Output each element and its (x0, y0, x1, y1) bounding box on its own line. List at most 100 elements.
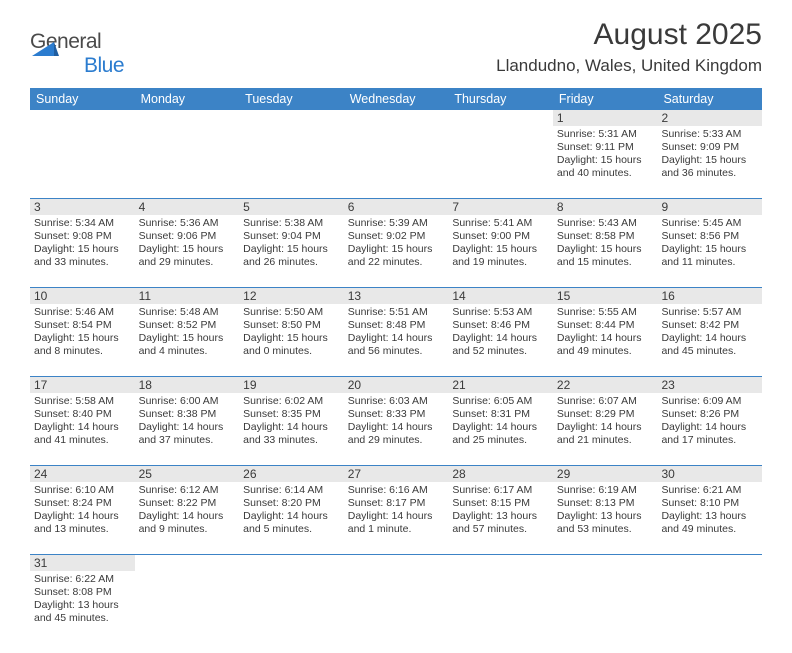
day-number (135, 555, 240, 571)
day-cell: Sunrise: 5:43 AMSunset: 8:58 PMDaylight:… (553, 215, 658, 287)
day-cell: Sunrise: 6:07 AMSunset: 8:29 PMDaylight:… (553, 393, 658, 465)
day-cell: Sunrise: 6:09 AMSunset: 8:26 PMDaylight:… (657, 393, 762, 465)
cell-line: Daylight: 14 hours (452, 332, 549, 345)
cell-line: Sunrise: 6:19 AM (557, 484, 654, 497)
logo: General Blue (30, 30, 124, 78)
day-number: 10 (30, 288, 135, 304)
daynum-row: 24252627282930 (30, 466, 762, 482)
day-cell: Sunrise: 5:45 AMSunset: 8:56 PMDaylight:… (657, 215, 762, 287)
cell-line: and 4 minutes. (139, 345, 236, 358)
cell-line: and 11 minutes. (661, 256, 758, 269)
day-cell: Sunrise: 6:05 AMSunset: 8:31 PMDaylight:… (448, 393, 553, 465)
cell-line: Sunset: 8:08 PM (34, 586, 131, 599)
cell-line: Sunset: 8:17 PM (348, 497, 445, 510)
cell-line: Sunset: 9:02 PM (348, 230, 445, 243)
day-number: 28 (448, 466, 553, 482)
day-cell: Sunrise: 6:03 AMSunset: 8:33 PMDaylight:… (344, 393, 449, 465)
day-cell: Sunrise: 5:51 AMSunset: 8:48 PMDaylight:… (344, 304, 449, 376)
cell-line: Sunrise: 5:57 AM (661, 306, 758, 319)
cell-line: Sunset: 8:42 PM (661, 319, 758, 332)
cell-line: Sunset: 8:13 PM (557, 497, 654, 510)
cell-line: Sunrise: 6:21 AM (661, 484, 758, 497)
cell-line: and 41 minutes. (34, 434, 131, 447)
day-cell (344, 126, 449, 198)
day-number: 15 (553, 288, 658, 304)
day-number: 4 (135, 199, 240, 215)
day-cell (30, 126, 135, 198)
cell-line: Daylight: 14 hours (661, 421, 758, 434)
day-number: 2 (657, 110, 762, 126)
day-number: 12 (239, 288, 344, 304)
day-cell: Sunrise: 6:21 AMSunset: 8:10 PMDaylight:… (657, 482, 762, 554)
cell-line: and 15 minutes. (557, 256, 654, 269)
day-number: 1 (553, 110, 658, 126)
cell-line: Sunrise: 5:58 AM (34, 395, 131, 408)
day-cell: Sunrise: 6:22 AMSunset: 8:08 PMDaylight:… (30, 571, 135, 643)
cell-line: and 56 minutes. (348, 345, 445, 358)
cell-line: Daylight: 13 hours (452, 510, 549, 523)
cell-line: and 52 minutes. (452, 345, 549, 358)
cell-line: Sunrise: 5:33 AM (661, 128, 758, 141)
day-number (135, 110, 240, 126)
day-cell: Sunrise: 5:38 AMSunset: 9:04 PMDaylight:… (239, 215, 344, 287)
day-number: 30 (657, 466, 762, 482)
day-number: 25 (135, 466, 240, 482)
cell-line: Sunset: 8:58 PM (557, 230, 654, 243)
cell-line: Daylight: 15 hours (452, 243, 549, 256)
cell-line: and 57 minutes. (452, 523, 549, 536)
cell-line: Daylight: 15 hours (557, 154, 654, 167)
day-header-row: Sunday Monday Tuesday Wednesday Thursday… (30, 88, 762, 110)
day-cell: Sunrise: 5:36 AMSunset: 9:06 PMDaylight:… (135, 215, 240, 287)
day-number (344, 555, 449, 571)
cell-line: Sunset: 8:20 PM (243, 497, 340, 510)
day-cell: Sunrise: 5:50 AMSunset: 8:50 PMDaylight:… (239, 304, 344, 376)
day-number: 13 (344, 288, 449, 304)
dayhead-mon: Monday (135, 88, 240, 110)
cell-line: Sunrise: 6:10 AM (34, 484, 131, 497)
cell-line: and 29 minutes. (348, 434, 445, 447)
cell-line: Sunrise: 5:36 AM (139, 217, 236, 230)
cell-line: Daylight: 14 hours (348, 421, 445, 434)
day-cell (135, 126, 240, 198)
day-number: 14 (448, 288, 553, 304)
cell-line: Daylight: 14 hours (139, 510, 236, 523)
day-cell (448, 571, 553, 643)
cell-line: Sunrise: 6:17 AM (452, 484, 549, 497)
header-row: General Blue August 2025 Llandudno, Wale… (30, 18, 762, 78)
cell-line: and 33 minutes. (34, 256, 131, 269)
cell-line: Sunset: 8:44 PM (557, 319, 654, 332)
day-number: 21 (448, 377, 553, 393)
dayhead-tue: Tuesday (239, 88, 344, 110)
cell-line: Sunset: 8:54 PM (34, 319, 131, 332)
cell-line: Sunset: 8:15 PM (452, 497, 549, 510)
day-cell: Sunrise: 5:53 AMSunset: 8:46 PMDaylight:… (448, 304, 553, 376)
dayhead-wed: Wednesday (344, 88, 449, 110)
day-number: 6 (344, 199, 449, 215)
cell-line: and 36 minutes. (661, 167, 758, 180)
day-cell (239, 126, 344, 198)
cell-line: Sunset: 9:11 PM (557, 141, 654, 154)
cell-line: and 45 minutes. (661, 345, 758, 358)
day-cell: Sunrise: 5:48 AMSunset: 8:52 PMDaylight:… (135, 304, 240, 376)
cell-line: Daylight: 14 hours (557, 421, 654, 434)
cell-line: Daylight: 13 hours (34, 599, 131, 612)
day-cell: Sunrise: 6:02 AMSunset: 8:35 PMDaylight:… (239, 393, 344, 465)
cell-line: Daylight: 15 hours (243, 332, 340, 345)
cell-line: and 33 minutes. (243, 434, 340, 447)
cell-line: Daylight: 15 hours (139, 332, 236, 345)
cell-line: Daylight: 15 hours (34, 243, 131, 256)
day-number (448, 555, 553, 571)
week-row: Sunrise: 5:58 AMSunset: 8:40 PMDaylight:… (30, 393, 762, 466)
cell-line: Sunrise: 5:46 AM (34, 306, 131, 319)
cell-line: Sunset: 9:06 PM (139, 230, 236, 243)
day-cell: Sunrise: 5:57 AMSunset: 8:42 PMDaylight:… (657, 304, 762, 376)
day-cell (239, 571, 344, 643)
day-cell (135, 571, 240, 643)
day-number: 22 (553, 377, 658, 393)
cell-line: Daylight: 14 hours (348, 510, 445, 523)
cell-line: Sunrise: 6:22 AM (34, 573, 131, 586)
cell-line: Sunset: 8:48 PM (348, 319, 445, 332)
day-cell: Sunrise: 5:55 AMSunset: 8:44 PMDaylight:… (553, 304, 658, 376)
cell-line: and 45 minutes. (34, 612, 131, 625)
cell-line: and 8 minutes. (34, 345, 131, 358)
